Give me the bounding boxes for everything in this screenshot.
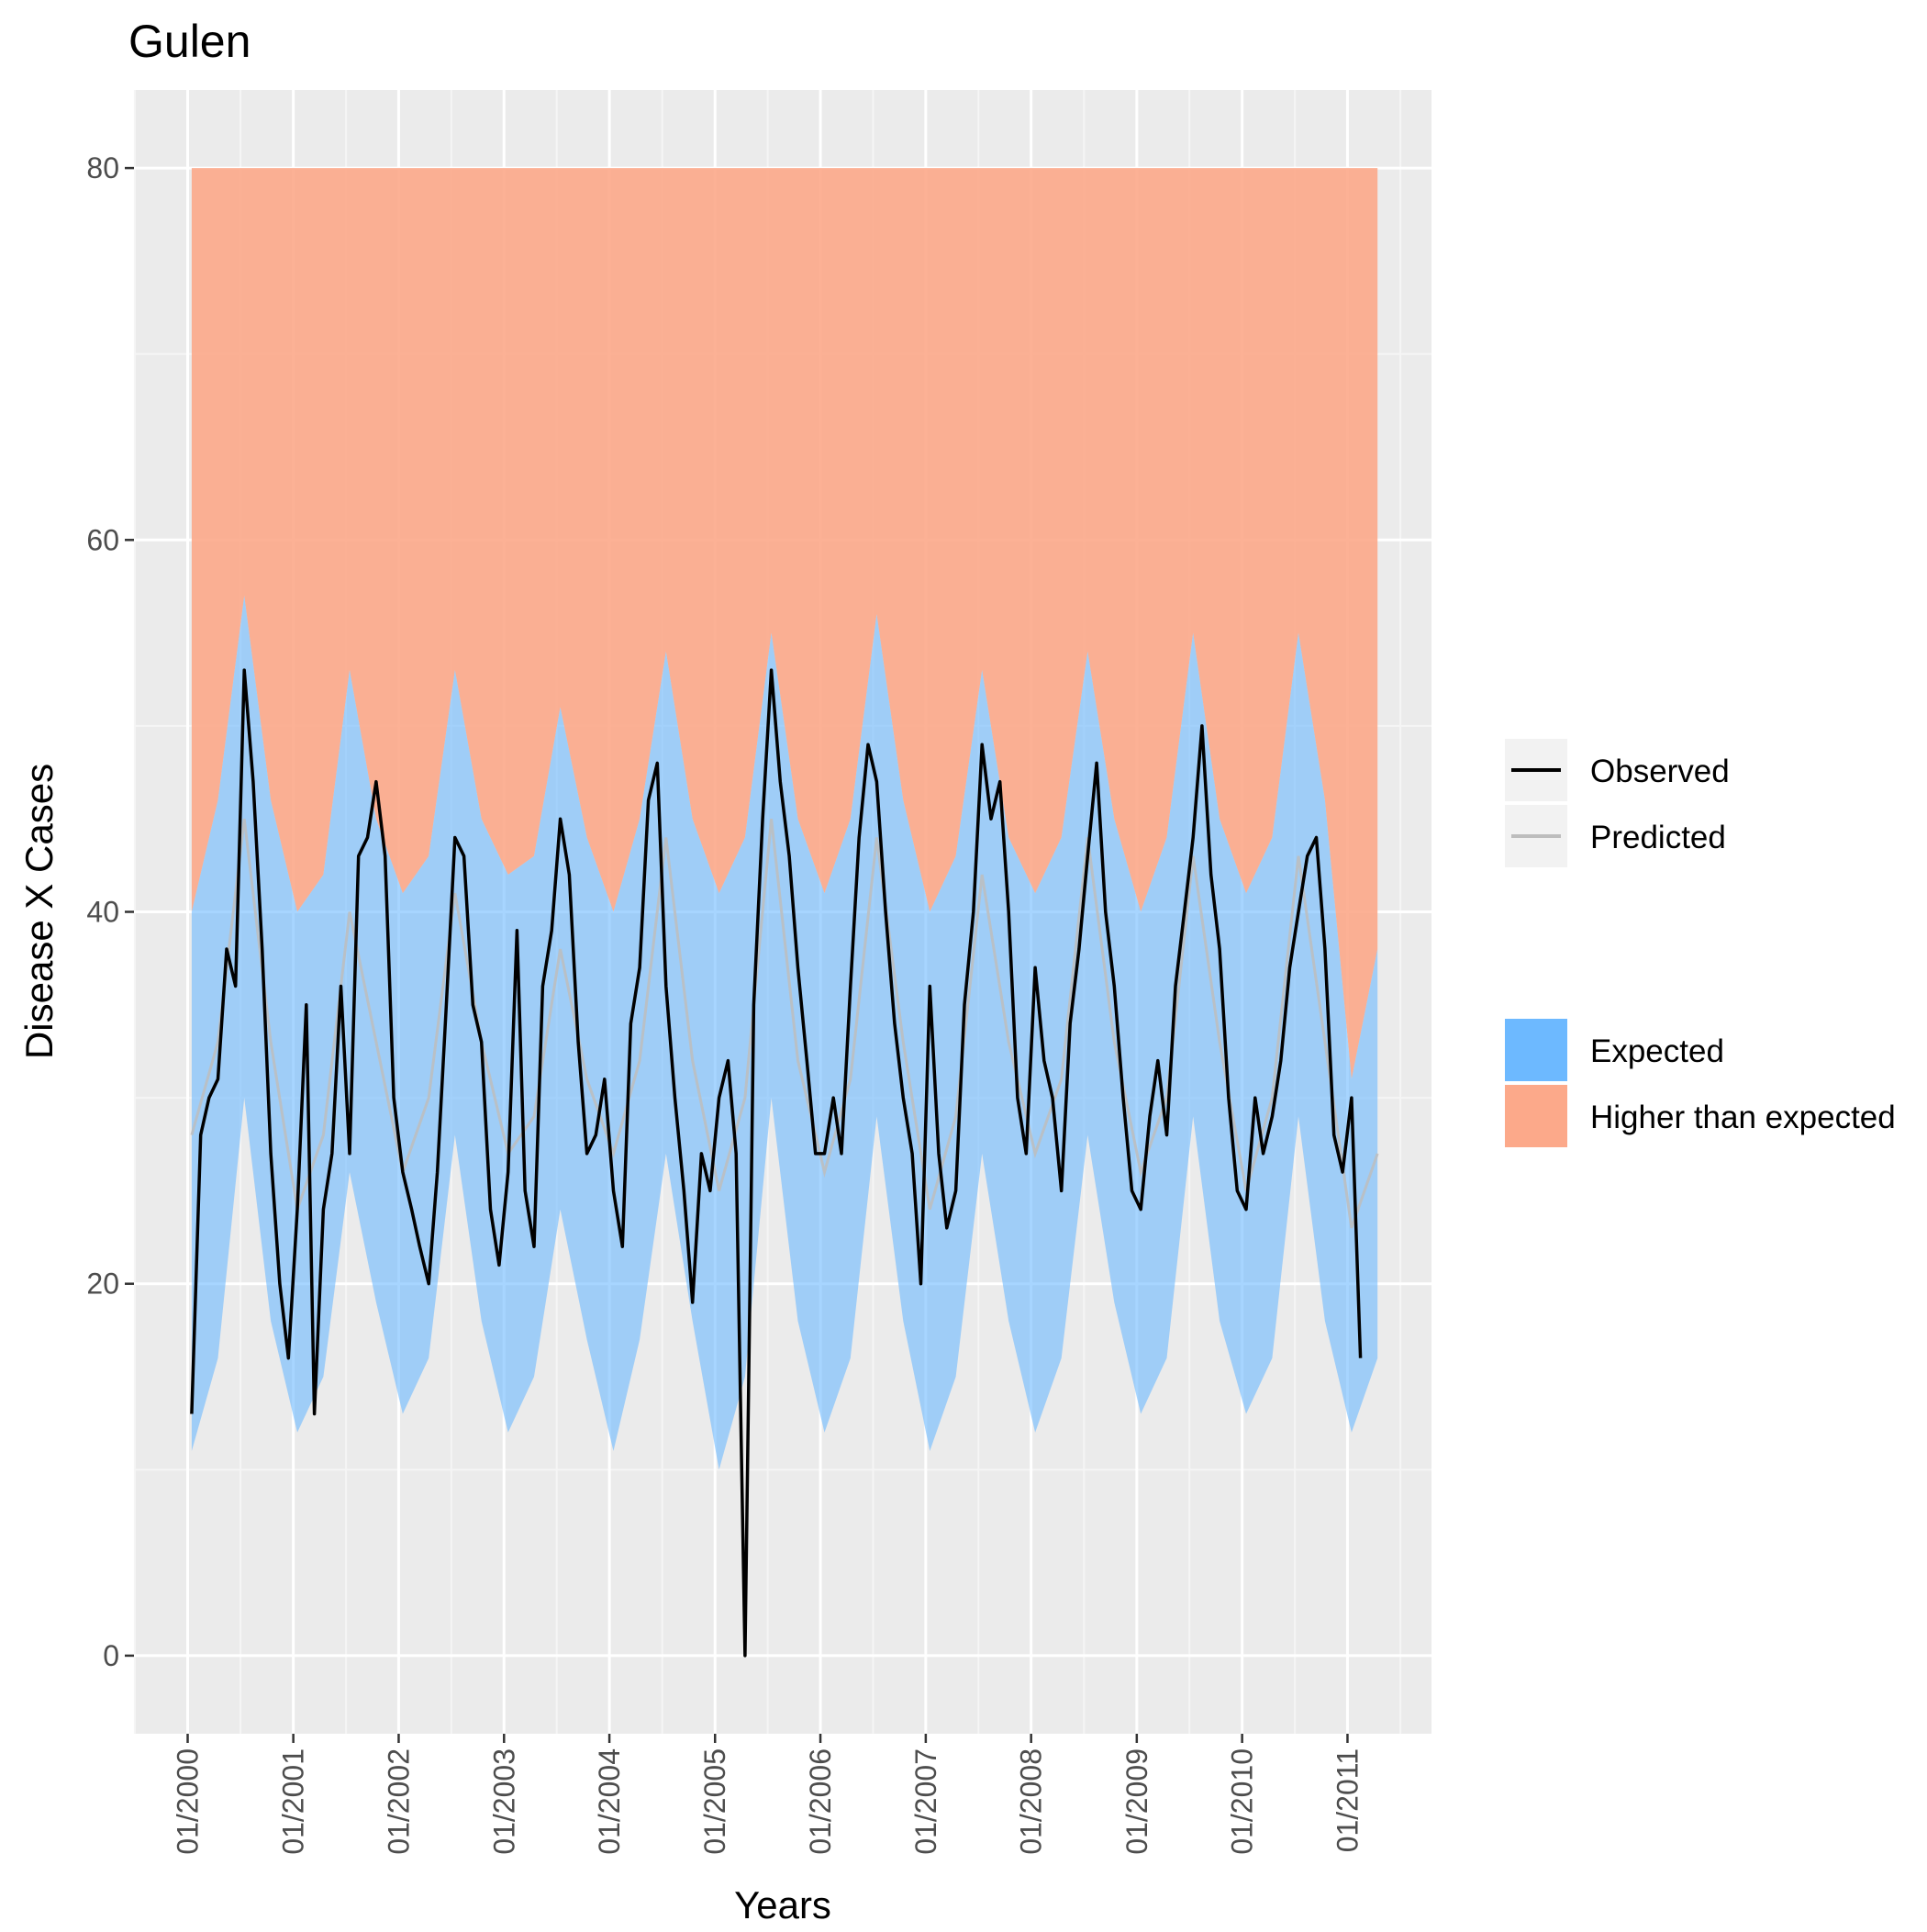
higher-than-expected-area <box>191 168 1378 1079</box>
legend-label-predicted: Predicted <box>1590 820 1726 855</box>
legend-label-higher-than-expected: Higher than expected <box>1590 1100 1896 1135</box>
legend: Observed Predicted Expected Higher than … <box>1505 739 1896 1147</box>
x-tick-label: 01/2010 <box>1226 1748 1259 1855</box>
x-axis-title: Years <box>734 1883 831 1926</box>
x-tick-label: 01/2000 <box>172 1748 205 1855</box>
y-tick-label: 80 <box>86 151 119 184</box>
observed-line <box>190 668 1363 1658</box>
x-tick-label: 01/2004 <box>593 1748 626 1855</box>
chart-title: Gulen <box>128 16 251 67</box>
legend-item-higher-than-expected: Higher than expected <box>1505 1085 1896 1147</box>
x-tick-label: 01/2009 <box>1120 1748 1153 1855</box>
x-tick-label: 01/2005 <box>698 1748 731 1855</box>
x-tick-label: 01/2003 <box>487 1748 520 1855</box>
legend-label-expected: Expected <box>1590 1033 1724 1069</box>
legend-item-expected: Expected <box>1505 1019 1724 1081</box>
x-tick-label: 01/2002 <box>382 1748 415 1855</box>
legend-item-predicted: Predicted <box>1505 805 1726 867</box>
legend-label-observed: Observed <box>1590 754 1730 789</box>
x-tick-label: 01/2011 <box>1331 1748 1364 1852</box>
y-axis: 0 20 40 60 80 <box>86 151 134 1672</box>
x-tick-label: 01/2001 <box>277 1748 310 1855</box>
legend-swatch-expected <box>1505 1019 1567 1081</box>
y-tick-label: 0 <box>103 1639 119 1672</box>
y-tick-label: 20 <box>86 1268 119 1301</box>
x-tick-label: 01/2008 <box>1015 1748 1048 1855</box>
x-axis: 01/2000 01/2001 01/2002 01/2003 01/2004 01/20… <box>172 1734 1364 1855</box>
y-tick-label: 60 <box>86 523 119 556</box>
y-tick-label: 40 <box>86 896 119 929</box>
x-tick-label: 01/2007 <box>909 1748 942 1855</box>
expected-area <box>191 596 1378 1470</box>
y-axis-title: Disease X Cases <box>17 764 61 1059</box>
predicted-line <box>190 819 1379 1229</box>
x-tick-label: 01/2006 <box>804 1748 837 1855</box>
legend-item-observed: Observed <box>1505 739 1730 801</box>
legend-swatch-higher-than-expected <box>1505 1085 1567 1147</box>
